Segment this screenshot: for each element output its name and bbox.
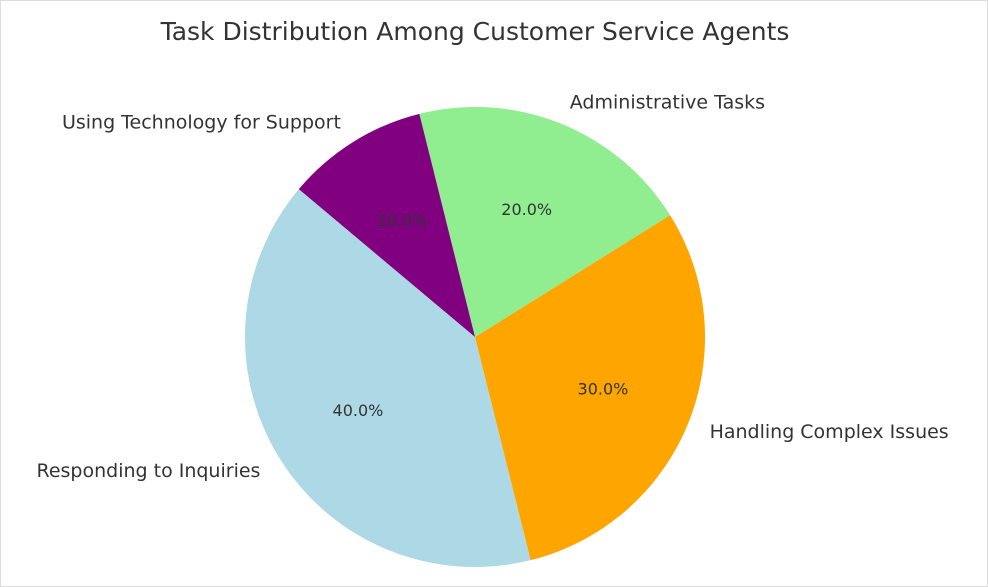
slice-label: Administrative Tasks — [570, 91, 765, 113]
pie-slice-administrative-tasks — [419, 107, 671, 337]
slice-percent-label: 40.0% — [333, 401, 384, 420]
pie-slice-using-technology-for-support — [298, 113, 475, 337]
slice-label: Using Technology for Support — [62, 111, 341, 133]
slice-percent-label: 10.0% — [376, 211, 427, 230]
chart-title: Task Distribution Among Customer Service… — [160, 17, 790, 46]
slice-label: Handling Complex Issues — [710, 421, 949, 443]
slice-label: Responding to Inquiries — [36, 460, 260, 482]
slice-percent-label: 30.0% — [578, 380, 629, 399]
slice-percent-label: 20.0% — [501, 200, 552, 219]
pie-slice-responding-to-inquiries — [244, 189, 531, 567]
pie-slice-handling-complex-issues — [475, 215, 705, 561]
